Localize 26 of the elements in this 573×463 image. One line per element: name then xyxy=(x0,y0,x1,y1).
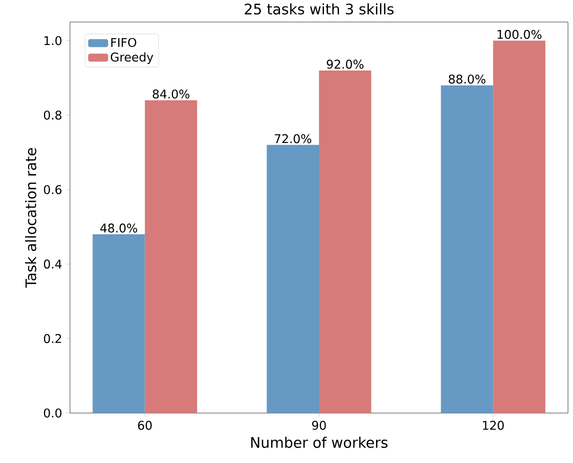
data-label: 72.0% xyxy=(274,134,312,144)
bar xyxy=(266,144,320,414)
y-tick-label: 1.0 xyxy=(44,36,62,46)
x-axis-title: Number of workers xyxy=(251,436,388,448)
data-label: 88.0% xyxy=(448,74,486,84)
bar xyxy=(440,85,494,414)
bar xyxy=(92,234,145,414)
y-tick-label: 0.0 xyxy=(44,408,62,418)
x-tick-label: 90 xyxy=(312,420,326,430)
data-label: 84.0% xyxy=(152,89,190,99)
bar xyxy=(144,100,198,414)
y-tick-label: 0.8 xyxy=(44,110,62,120)
x-tick-label: 120 xyxy=(482,420,504,430)
y-tick-label: 0.4 xyxy=(44,260,62,269)
bar xyxy=(319,70,372,414)
y-axis-title: Task allocation rate xyxy=(25,148,36,288)
chart-title: 25 tasks with 3 skills xyxy=(244,3,394,15)
data-label: 100.0% xyxy=(498,30,542,39)
legend-label: Greedy xyxy=(110,52,154,64)
bar xyxy=(493,40,546,414)
data-label: 48.0% xyxy=(100,224,138,233)
y-tick-label: 0.2 xyxy=(44,334,62,344)
x-tick-label: 60 xyxy=(138,420,152,430)
legend-label: FIFO xyxy=(111,38,136,48)
data-label: 92.0% xyxy=(326,60,364,69)
y-tick-label: 0.6 xyxy=(44,185,62,194)
